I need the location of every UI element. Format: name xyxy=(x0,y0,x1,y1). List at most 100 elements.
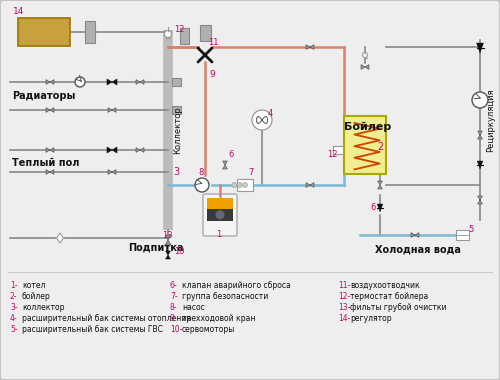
Text: расширительный бак системы ГВС: расширительный бак системы ГВС xyxy=(22,325,163,334)
Text: 12: 12 xyxy=(327,150,338,159)
Text: 1: 1 xyxy=(216,230,221,239)
Polygon shape xyxy=(166,255,170,259)
Text: фильты грубой очистки: фильты грубой очистки xyxy=(350,303,446,312)
Text: 2: 2 xyxy=(377,142,384,152)
Text: 11: 11 xyxy=(208,38,218,47)
Text: 12: 12 xyxy=(174,25,184,34)
Bar xyxy=(344,116,386,174)
Circle shape xyxy=(238,183,242,187)
Text: термостат бойлера: термостат бойлера xyxy=(350,292,428,301)
Polygon shape xyxy=(108,108,112,112)
Polygon shape xyxy=(377,204,383,212)
Polygon shape xyxy=(46,108,50,112)
Polygon shape xyxy=(365,65,369,70)
Polygon shape xyxy=(107,147,112,153)
Text: 3-: 3- xyxy=(10,303,18,312)
Polygon shape xyxy=(56,233,64,243)
Polygon shape xyxy=(46,79,50,84)
Text: 3: 3 xyxy=(173,167,179,177)
Polygon shape xyxy=(310,44,314,49)
Circle shape xyxy=(75,77,85,87)
Polygon shape xyxy=(50,169,54,174)
Polygon shape xyxy=(136,79,140,84)
Polygon shape xyxy=(378,181,382,185)
Polygon shape xyxy=(165,240,171,245)
Text: 13: 13 xyxy=(162,231,172,240)
Polygon shape xyxy=(478,131,482,135)
Bar xyxy=(207,209,233,221)
Polygon shape xyxy=(50,147,54,152)
Circle shape xyxy=(232,183,236,187)
Polygon shape xyxy=(112,79,117,85)
Bar xyxy=(172,106,180,114)
Polygon shape xyxy=(306,183,310,187)
Polygon shape xyxy=(50,108,54,112)
Circle shape xyxy=(252,110,272,130)
Polygon shape xyxy=(165,235,171,240)
Polygon shape xyxy=(140,147,144,152)
Text: котел: котел xyxy=(22,281,46,290)
Text: 10-: 10- xyxy=(170,325,182,334)
Polygon shape xyxy=(361,65,365,70)
Text: Радиаторы: Радиаторы xyxy=(12,91,76,101)
Text: 5-: 5- xyxy=(10,325,18,334)
Text: 8: 8 xyxy=(198,168,203,177)
Text: 1-: 1- xyxy=(10,281,18,290)
Text: бойлер: бойлер xyxy=(22,292,51,301)
Text: 14: 14 xyxy=(13,7,24,16)
Text: Теплый пол: Теплый пол xyxy=(12,158,80,168)
Text: 8-: 8- xyxy=(170,303,177,312)
Polygon shape xyxy=(477,161,483,169)
Polygon shape xyxy=(310,183,314,187)
Text: 6: 6 xyxy=(370,203,376,212)
Text: 6-: 6- xyxy=(170,281,177,290)
Text: 14-: 14- xyxy=(338,314,350,323)
Bar xyxy=(180,28,188,44)
Text: 10: 10 xyxy=(174,247,184,256)
Polygon shape xyxy=(411,233,415,238)
Text: Бойлер: Бойлер xyxy=(344,122,392,132)
Polygon shape xyxy=(306,44,310,49)
Text: Рециркуляция: Рециркуляция xyxy=(486,88,495,152)
Bar xyxy=(237,179,253,191)
Bar xyxy=(200,25,210,41)
Circle shape xyxy=(472,92,488,108)
Text: 7: 7 xyxy=(248,168,254,177)
Text: 2-: 2- xyxy=(10,292,18,301)
Polygon shape xyxy=(46,147,50,152)
Text: 11-: 11- xyxy=(338,281,350,290)
Text: 12-: 12- xyxy=(338,292,350,301)
Polygon shape xyxy=(108,169,112,174)
Text: Коллектор: Коллектор xyxy=(173,106,182,154)
Polygon shape xyxy=(112,169,116,174)
Polygon shape xyxy=(222,165,228,169)
Text: трехходовой кран: трехходовой кран xyxy=(182,314,256,323)
Circle shape xyxy=(216,210,224,219)
Circle shape xyxy=(195,178,209,192)
FancyBboxPatch shape xyxy=(203,194,237,236)
Polygon shape xyxy=(112,147,117,153)
Bar xyxy=(172,78,180,86)
Polygon shape xyxy=(478,135,482,139)
Text: Подпитка: Подпитка xyxy=(128,242,184,252)
Polygon shape xyxy=(136,147,140,152)
Text: 7-: 7- xyxy=(170,292,177,301)
Text: 5: 5 xyxy=(468,225,473,234)
Text: клапан аварийного сброса: клапан аварийного сброса xyxy=(182,281,291,290)
Bar xyxy=(333,146,343,154)
Text: коллектор: коллектор xyxy=(22,303,64,312)
Text: насос: насос xyxy=(182,303,205,312)
Polygon shape xyxy=(378,185,382,189)
Text: 6: 6 xyxy=(228,150,234,159)
Bar xyxy=(456,230,468,240)
Bar xyxy=(207,198,233,209)
Circle shape xyxy=(242,183,248,187)
Polygon shape xyxy=(166,251,170,255)
Text: 9: 9 xyxy=(209,70,215,79)
Polygon shape xyxy=(415,233,419,238)
Polygon shape xyxy=(476,43,484,53)
Text: Холодная вода: Холодная вода xyxy=(375,245,461,255)
Polygon shape xyxy=(140,79,144,84)
Polygon shape xyxy=(50,79,54,84)
Text: 9-: 9- xyxy=(170,314,177,323)
